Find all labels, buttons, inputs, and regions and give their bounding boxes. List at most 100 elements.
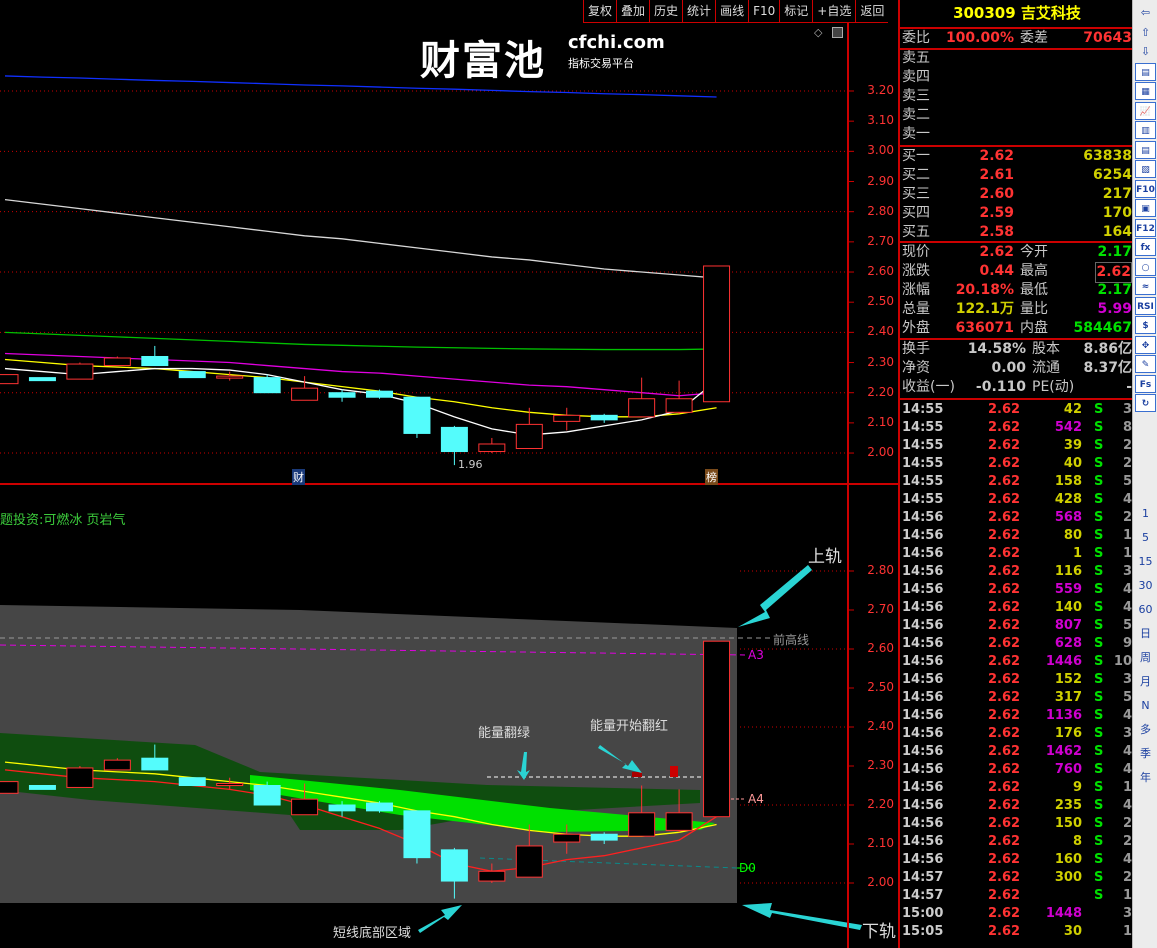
sidebar-item-15[interactable]: RSI (1135, 296, 1156, 315)
trade-time: 14:56 (902, 672, 944, 687)
trade-time: 14:55 (902, 474, 944, 489)
sidebar-item-18[interactable]: ✎ (1135, 355, 1156, 373)
ask-label: 卖一 (902, 126, 930, 142)
trade-row: 14:56 2.62 80 S 1 (902, 527, 1132, 545)
candle (103, 356, 131, 367)
sidebar-item-25[interactable]: 60 (1138, 603, 1153, 616)
lower-candle (366, 801, 393, 813)
sidebar-item-23[interactable]: 15 (1138, 555, 1153, 568)
trade-side: S (1094, 672, 1104, 687)
trade-row: 14:56 2.62 1 S 1 (902, 545, 1132, 563)
sidebar-item-12[interactable]: fx (1135, 238, 1156, 256)
sidebar-item-30[interactable]: 多 (1140, 723, 1151, 736)
fund-value: 8.37亿 (1083, 360, 1132, 376)
trade-price: 2.62 (988, 726, 1021, 741)
sidebar-item-22[interactable]: 5 (1142, 531, 1149, 544)
trade-time: 14:55 (902, 492, 944, 507)
sidebar-item-1[interactable]: ⇧ (1140, 25, 1151, 39)
diamond-icon[interactable]: ◇ (814, 26, 823, 39)
sidebar-item-17[interactable]: ✥ (1135, 335, 1156, 354)
trade-price: 2.62 (988, 870, 1021, 885)
sidebar-item-9[interactable]: F10 (1135, 179, 1156, 198)
toolbar-button-3[interactable]: 统计 (682, 0, 715, 22)
fund-label: PE(动) (1032, 379, 1075, 395)
trade-side: S (1094, 600, 1104, 615)
sidebar-item-28[interactable]: 月 (1140, 675, 1151, 688)
candle (366, 389, 393, 399)
sidebar-item-20[interactable]: ↻ (1135, 394, 1156, 412)
trade-side: S (1094, 798, 1104, 813)
finance-marker[interactable]: 财 (292, 469, 305, 485)
toolbar-button-2[interactable]: 历史 (649, 0, 682, 22)
sidebar-item-29[interactable]: N (1141, 699, 1150, 712)
trade-volume: 317 (1054, 690, 1082, 705)
sidebar-item-31[interactable]: 季 (1140, 747, 1151, 760)
sidebar-item-13[interactable]: ○ (1135, 257, 1156, 276)
toolbar-button-0[interactable]: 复权 (583, 0, 616, 22)
sidebar-item-2[interactable]: ⇩ (1140, 45, 1151, 58)
stat-label: 现价 (902, 244, 930, 260)
trade-side: S (1094, 456, 1104, 471)
kline-chart[interactable] (0, 0, 898, 948)
candle (440, 425, 468, 466)
stat-value: 2.17 (1097, 282, 1132, 298)
sidebar-item-11[interactable]: F12 (1135, 218, 1156, 237)
sidebar-item-7[interactable]: ▤ (1135, 140, 1156, 159)
weibi-label: 委比 (902, 30, 930, 46)
sidebar-item-21[interactable]: 1 (1142, 507, 1149, 520)
sidebar-item-0[interactable]: ⇦ (1140, 6, 1151, 19)
sidebar-item-26[interactable]: 日 (1140, 627, 1151, 640)
sidebar-item-32[interactable]: 年 (1140, 771, 1151, 784)
toolbar-button-7[interactable]: +自选 (812, 0, 855, 22)
trade-price: 2.62 (988, 834, 1021, 849)
sidebar-item-5[interactable]: 📈 (1135, 101, 1156, 120)
trade-count: 2 (1122, 438, 1132, 453)
d0-line (479, 857, 738, 869)
upper-axis-label: 2.20 (867, 384, 894, 399)
toolbar-button-1[interactable]: 叠加 (616, 0, 649, 22)
stat-value: 2.62 (1095, 262, 1132, 283)
sidebar-item-6[interactable]: ▥ (1135, 121, 1156, 139)
sidebar-item-24[interactable]: 30 (1138, 579, 1153, 592)
trade-side: S (1094, 528, 1104, 543)
candle (478, 437, 506, 454)
a3-line (0, 644, 746, 656)
trade-volume: 1448 (1045, 906, 1082, 921)
upper-axis-label: 2.10 (867, 414, 894, 429)
stock-title: 300309 吉艾科技 (902, 4, 1132, 23)
trade-side: S (1094, 582, 1104, 597)
watermark-site: cfchi.com (568, 32, 665, 53)
toolbar-button-8[interactable]: 返回 (855, 0, 888, 22)
trade-count: 3 (1122, 726, 1132, 741)
trade-row: 14:56 2.62 317 S 5 (902, 689, 1132, 707)
dragon-tiger-marker[interactable]: 榜 (705, 469, 718, 485)
sidebar-item-10[interactable]: ▣ (1135, 199, 1156, 217)
sidebar-item-27[interactable]: 周 (1140, 651, 1151, 664)
trade-price: 2.62 (988, 528, 1021, 543)
trade-time: 14:55 (902, 420, 944, 435)
trade-count: 1 (1122, 528, 1132, 543)
trade-volume: 158 (1054, 474, 1082, 489)
panel-toggle-icon[interactable] (832, 27, 843, 38)
sidebar-item-3[interactable]: ▤ (1135, 62, 1156, 81)
sidebar-item-8[interactable]: ▧ (1135, 160, 1156, 178)
candle (0, 374, 19, 385)
trade-side: S (1094, 834, 1104, 849)
weibi-row: 委比 100.00% 委差 70643 (902, 29, 1132, 48)
trade-volume: 1 (1072, 546, 1082, 561)
sidebar-item-14[interactable]: ≈ (1135, 277, 1156, 295)
trade-side: S (1094, 744, 1104, 759)
trade-time: 14:56 (902, 654, 944, 669)
trade-time: 14:56 (902, 618, 944, 633)
trade-row: 14:55 2.62 158 S 5 (902, 473, 1132, 491)
sidebar-item-16[interactable]: $ (1135, 316, 1156, 334)
sidebar-item-19[interactable]: Fs (1135, 374, 1156, 393)
toolbar-button-6[interactable]: 标记 (779, 0, 812, 22)
stock-name: 吉艾科技 (1020, 4, 1081, 22)
toolbar-button-5[interactable]: F10 (748, 0, 779, 22)
trade-row: 14:56 2.62 152 S 3 (902, 671, 1132, 689)
toolbar-button-4[interactable]: 画线 (715, 0, 748, 22)
bid-label: 买二 (902, 167, 930, 183)
upper-axis-label: 3.20 (867, 83, 894, 97)
sidebar-item-4[interactable]: ▦ (1135, 82, 1156, 100)
